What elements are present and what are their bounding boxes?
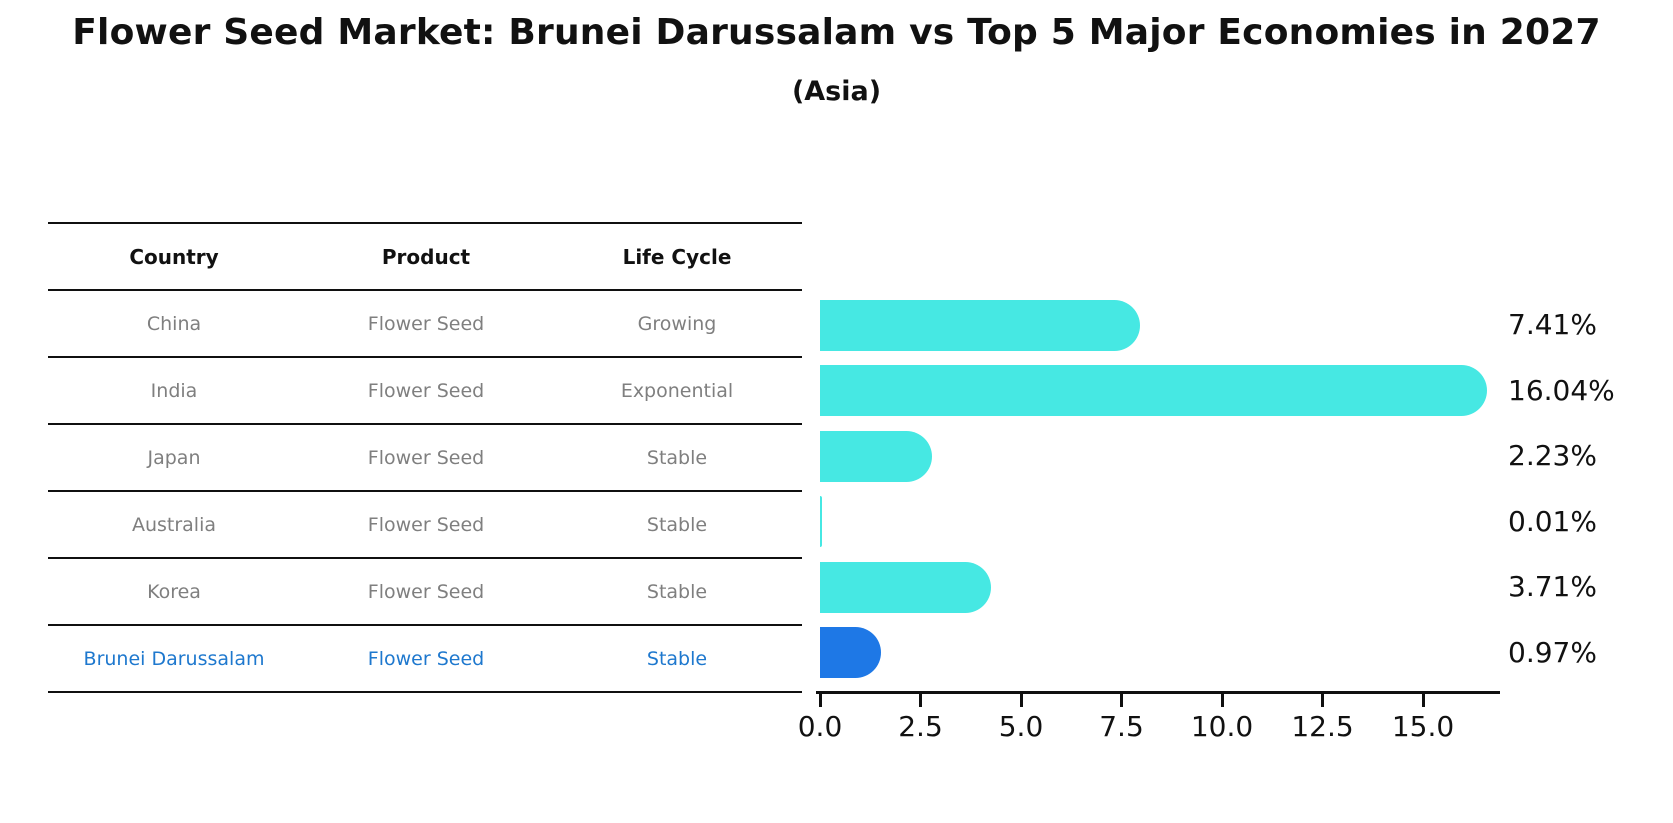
bar-australia [820, 496, 822, 547]
country-cell: Brunei Darussalam [83, 647, 265, 670]
x-tick-label: 15.0 [1391, 710, 1455, 743]
column-header-country: Country [129, 244, 219, 269]
value-label-india: 16.04% [1508, 373, 1615, 407]
life-cycle-cell: Stable [646, 647, 708, 670]
x-tick-mark [1019, 694, 1023, 707]
life-cycle-cell: Exponential [620, 379, 734, 402]
x-tick-label: 12.5 [1291, 710, 1354, 743]
bar-japan [820, 430, 932, 482]
x-axis-line [816, 691, 1500, 694]
life-cycle-cell: Stable [646, 580, 708, 603]
x-tick-mark [1120, 694, 1123, 707]
x-tick-mark [1321, 694, 1324, 707]
product-cell: Flower Seed [367, 312, 485, 335]
country-cell: Australia [131, 513, 217, 536]
value-label-australia: 0.01% [1508, 504, 1597, 538]
value-label-china: 7.41% [1508, 308, 1597, 341]
chart-title: Flower Seed Market: Brunei Darussalam vs… [72, 12, 1601, 53]
x-tick-label: 7.5 [1099, 710, 1144, 743]
column-header-product: Product [381, 244, 471, 269]
column-header-life-cycle: Life Cycle [622, 244, 732, 269]
product-cell: Flower Seed [367, 647, 485, 670]
table-row-china: China Flower Seed Growing [48, 291, 802, 358]
product-cell: Flower Seed [367, 379, 485, 402]
country-cell: Korea [147, 580, 201, 603]
x-tick-label: 2.5 [898, 710, 943, 743]
country-cell: Japan [147, 446, 201, 469]
life-cycle-cell: Growing [637, 312, 717, 335]
bar-brunei-darussalam [820, 627, 881, 678]
product-cell: Flower Seed [367, 446, 485, 469]
country-cell: China [146, 312, 202, 335]
product-cell: Flower Seed [367, 580, 485, 603]
value-label-japan: 2.23% [1508, 439, 1597, 472]
x-tick-mark [1421, 694, 1425, 707]
bar-india [820, 365, 1487, 416]
x-tick-mark [919, 694, 922, 707]
country-cell: India [150, 379, 198, 402]
table-row-india: India Flower Seed Exponential [48, 358, 802, 425]
table-row-brunei-darussalam: Brunei Darussalam Flower Seed Stable [48, 626, 802, 693]
table-row-japan: Japan Flower Seed Stable [48, 425, 802, 492]
x-tick-mark [1220, 694, 1224, 707]
bar-korea [820, 561, 992, 613]
x-tick-label: 10.0 [1190, 710, 1254, 743]
table-row-korea: Korea Flower Seed Stable [48, 559, 802, 626]
x-tick-label: 0.0 [797, 710, 843, 743]
country-table: Country Product Life Cycle China Flower Seed… [48, 222, 802, 693]
life-cycle-cell: Stable [646, 513, 708, 536]
value-label-brunei-darussalam: 0.97% [1508, 635, 1597, 669]
x-tick-label: 5.0 [998, 710, 1044, 743]
chart-subtitle: (Asia) [791, 76, 882, 107]
value-label-korea: 3.71% [1508, 570, 1597, 603]
product-cell: Flower Seed [367, 513, 485, 536]
table-row-australia: Australia Flower Seed Stable [48, 492, 802, 559]
life-cycle-cell: Stable [646, 446, 708, 469]
x-tick-mark [818, 694, 822, 707]
bar-china [820, 299, 1140, 351]
table-header-row: Country Product Life Cycle [48, 224, 802, 291]
